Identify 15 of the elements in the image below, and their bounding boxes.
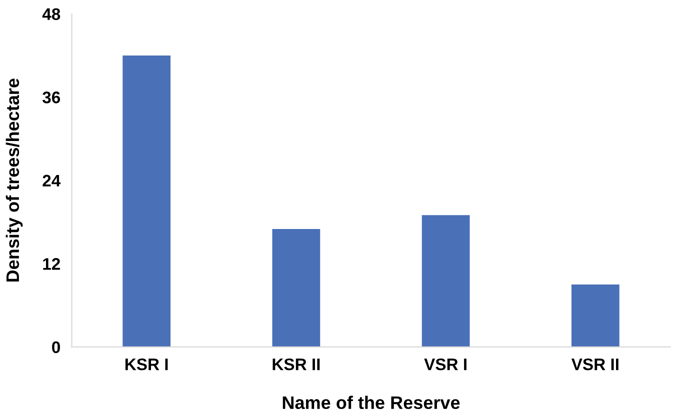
x-tick-label: KSR I <box>125 358 168 370</box>
bar <box>571 284 620 347</box>
bar <box>272 228 320 347</box>
bar <box>422 215 470 347</box>
x-tick-label: KSR II <box>272 358 320 370</box>
y-tick-label: 36 <box>42 92 60 104</box>
bar <box>122 55 171 347</box>
y-tick-label: 24 <box>42 174 61 186</box>
y-axis-title: Density of trees/hectare <box>6 78 23 282</box>
y-tick-label: 12 <box>43 258 60 270</box>
x-tick-label: VSR II <box>571 358 618 370</box>
y-tick-label: 48 <box>42 8 60 20</box>
x-tick-label: VSR I <box>424 358 466 370</box>
x-axis-title: Name of the Reserve <box>282 396 460 410</box>
y-tick-label: 0 <box>52 341 60 354</box>
